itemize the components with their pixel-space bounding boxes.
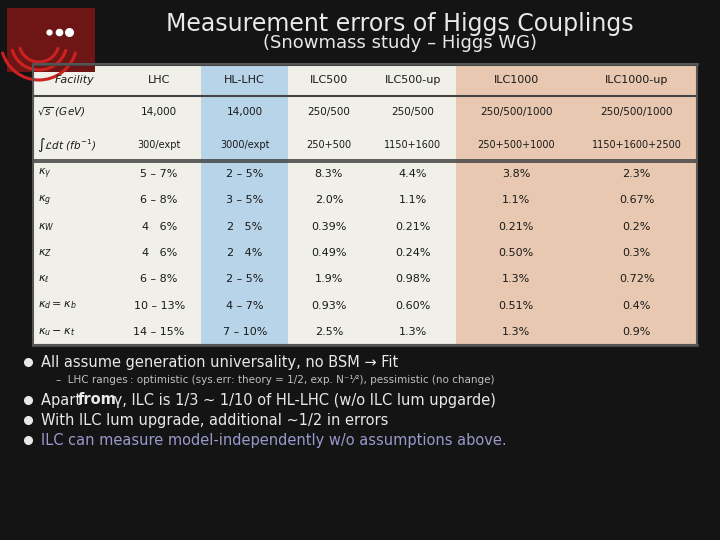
Text: 250/500: 250/500	[307, 107, 351, 118]
Text: 4   6%: 4 6%	[142, 222, 177, 232]
Text: $\kappa_\ell$: $\kappa_\ell$	[38, 273, 49, 285]
Bar	[33, 64, 697, 345]
Text: 0.50%: 0.50%	[499, 248, 534, 258]
Text: 0.72%: 0.72%	[618, 274, 654, 284]
Text: 2 – 5%: 2 – 5%	[226, 169, 264, 179]
Text: Apart: Apart	[41, 393, 86, 408]
Text: 3.8%: 3.8%	[502, 169, 531, 179]
Text: 1150+1600+2500: 1150+1600+2500	[592, 140, 681, 150]
Bar	[33, 64, 697, 345]
Bar	[456, 64, 697, 345]
Text: $\kappa_g$: $\kappa_g$	[38, 193, 51, 207]
Text: ILC500: ILC500	[310, 75, 348, 85]
Text: 0.2%: 0.2%	[622, 222, 651, 232]
Text: ILC1000-up: ILC1000-up	[605, 75, 668, 85]
Text: 0.9%: 0.9%	[622, 327, 651, 337]
Text: 14,000: 14,000	[141, 107, 177, 118]
Text: $\kappa_\gamma$: $\kappa_\gamma$	[38, 167, 51, 181]
Text: 1.3%: 1.3%	[399, 327, 427, 337]
Text: 1150+1600: 1150+1600	[384, 140, 441, 150]
Text: Facility: Facility	[55, 75, 95, 85]
Text: 250+500+1000: 250+500+1000	[477, 140, 555, 150]
Text: 5 – 7%: 5 – 7%	[140, 169, 178, 179]
Text: 0.93%: 0.93%	[311, 301, 346, 310]
Text: 250/500/1000: 250/500/1000	[600, 107, 672, 118]
Text: 250+500: 250+500	[306, 140, 351, 150]
Text: With ILC lum upgrade, additional ~1/2 in errors: With ILC lum upgrade, additional ~1/2 in…	[41, 413, 388, 428]
Text: 0.21%: 0.21%	[395, 222, 431, 232]
Text: 250/500/1000: 250/500/1000	[480, 107, 552, 118]
Text: ILC500-up: ILC500-up	[384, 75, 441, 85]
Text: 300/expt: 300/expt	[138, 140, 181, 150]
Text: 8.3%: 8.3%	[315, 169, 343, 179]
Text: 250/500: 250/500	[392, 107, 434, 118]
Text: 0.60%: 0.60%	[395, 301, 431, 310]
Text: 14 – 15%: 14 – 15%	[133, 327, 185, 337]
Text: 1.1%: 1.1%	[399, 195, 427, 205]
Text: 14,000: 14,000	[227, 107, 263, 118]
Text: 2   4%: 2 4%	[227, 248, 262, 258]
Text: 1.9%: 1.9%	[315, 274, 343, 284]
Text: 4.4%: 4.4%	[399, 169, 427, 179]
Text: 3 – 5%: 3 – 5%	[226, 195, 264, 205]
Text: 4   6%: 4 6%	[142, 248, 177, 258]
Text: 2.5%: 2.5%	[315, 327, 343, 337]
Text: 2 – 5%: 2 – 5%	[226, 274, 264, 284]
Text: LHC: LHC	[148, 75, 171, 85]
Text: 0.98%: 0.98%	[395, 274, 431, 284]
Text: $\kappa_Z$: $\kappa_Z$	[38, 247, 52, 259]
Text: $\sqrt{s}$ (GeV): $\sqrt{s}$ (GeV)	[37, 106, 86, 119]
Text: 1.1%: 1.1%	[502, 195, 531, 205]
Text: 6 – 8%: 6 – 8%	[140, 195, 178, 205]
Text: $\kappa_u - \kappa_t$: $\kappa_u - \kappa_t$	[38, 326, 76, 338]
Text: γ, ILC is 1/3 ~ 1/10 of HL-LHC (w/o ILC lum upgarde): γ, ILC is 1/3 ~ 1/10 of HL-LHC (w/o ILC …	[109, 393, 496, 408]
Text: from: from	[78, 393, 117, 408]
Text: $\kappa_d = \kappa_b$: $\kappa_d = \kappa_b$	[38, 300, 76, 312]
Text: –  LHC ranges : optimistic (sys.err: theory = 1/2, exp. N⁻¹⁄²), pessimistic (no : – LHC ranges : optimistic (sys.err: theo…	[56, 375, 495, 385]
Text: 4 – 7%: 4 – 7%	[226, 301, 264, 310]
Text: $\kappa_W$: $\kappa_W$	[38, 221, 55, 233]
Text: 2   5%: 2 5%	[227, 222, 262, 232]
Text: 10 – 13%: 10 – 13%	[133, 301, 185, 310]
Text: 0.39%: 0.39%	[311, 222, 346, 232]
Text: All assume generation universality, no BSM → Fit: All assume generation universality, no B…	[41, 354, 398, 369]
Text: (Snowmass study – Higgs WG): (Snowmass study – Higgs WG)	[263, 34, 537, 52]
Text: ILC can measure model-independently w/o assumptions above.: ILC can measure model-independently w/o …	[41, 433, 507, 448]
Text: ILC1000: ILC1000	[494, 75, 539, 85]
Text: 7 – 10%: 7 – 10%	[222, 327, 267, 337]
Text: Measurement errors of Higgs Couplings: Measurement errors of Higgs Couplings	[166, 12, 634, 36]
Text: 1.3%: 1.3%	[502, 274, 531, 284]
Bar	[201, 64, 288, 345]
Text: 0.51%: 0.51%	[499, 301, 534, 310]
Text: HL-LHC: HL-LHC	[225, 75, 265, 85]
Text: 1.3%: 1.3%	[502, 327, 531, 337]
Text: 3000/expt: 3000/expt	[220, 140, 269, 150]
Text: 0.67%: 0.67%	[618, 195, 654, 205]
Text: 2.0%: 2.0%	[315, 195, 343, 205]
Text: 0.49%: 0.49%	[311, 248, 346, 258]
Bar	[7, 8, 95, 72]
Text: 6 – 8%: 6 – 8%	[140, 274, 178, 284]
Text: 2.3%: 2.3%	[622, 169, 651, 179]
Text: 0.3%: 0.3%	[622, 248, 651, 258]
Text: 0.24%: 0.24%	[395, 248, 431, 258]
Text: $\int \mathcal{L}dt$ (fb$^{-1}$): $\int \mathcal{L}dt$ (fb$^{-1}$)	[37, 136, 96, 154]
Text: 0.4%: 0.4%	[622, 301, 651, 310]
Text: 0.21%: 0.21%	[498, 222, 534, 232]
